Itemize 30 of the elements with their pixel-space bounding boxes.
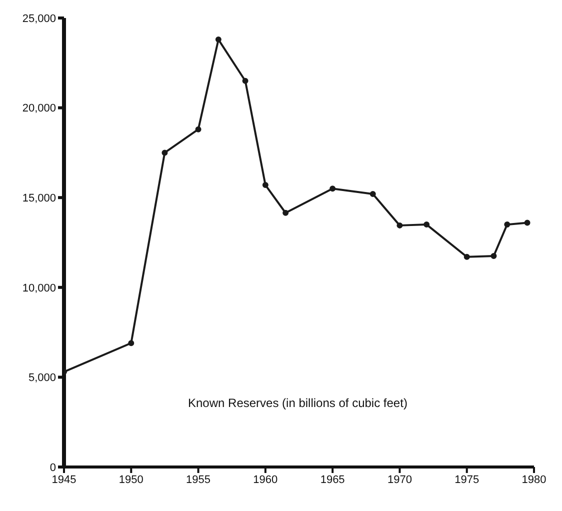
point <box>396 222 403 228</box>
y-tick-label: 25,000 <box>22 12 56 25</box>
point <box>242 78 248 84</box>
y-tick-label: 10,000 <box>22 282 56 294</box>
x-tick-label: 1970 <box>387 474 412 486</box>
point <box>282 210 289 216</box>
annotation: Known Reserves (in billions of cubic feet) <box>188 396 408 410</box>
x-tick-label: 1965 <box>320 474 345 486</box>
point <box>195 126 202 132</box>
point <box>262 182 268 188</box>
point <box>424 222 430 228</box>
x-tick-label: 1960 <box>253 474 278 486</box>
x-tick-label: 1975 <box>454 474 480 486</box>
x-tick-label: 1950 <box>118 474 144 486</box>
point <box>490 252 497 259</box>
point <box>504 222 510 228</box>
point <box>370 191 376 198</box>
point <box>330 186 336 192</box>
y-tick-label: 0 <box>50 462 56 474</box>
point <box>524 220 530 226</box>
point <box>162 150 168 156</box>
point <box>215 36 222 43</box>
y-tick-label: 15,000 <box>22 192 56 205</box>
point <box>464 254 470 260</box>
y-tick-label: 20,000 <box>22 102 56 115</box>
point <box>128 340 134 346</box>
x-tick-label: 1945 <box>52 474 76 486</box>
x-tick-label: 1980 <box>522 474 546 486</box>
y-tick-label: 5,000 <box>28 372 56 384</box>
x-tick-label: 1955 <box>186 474 211 486</box>
